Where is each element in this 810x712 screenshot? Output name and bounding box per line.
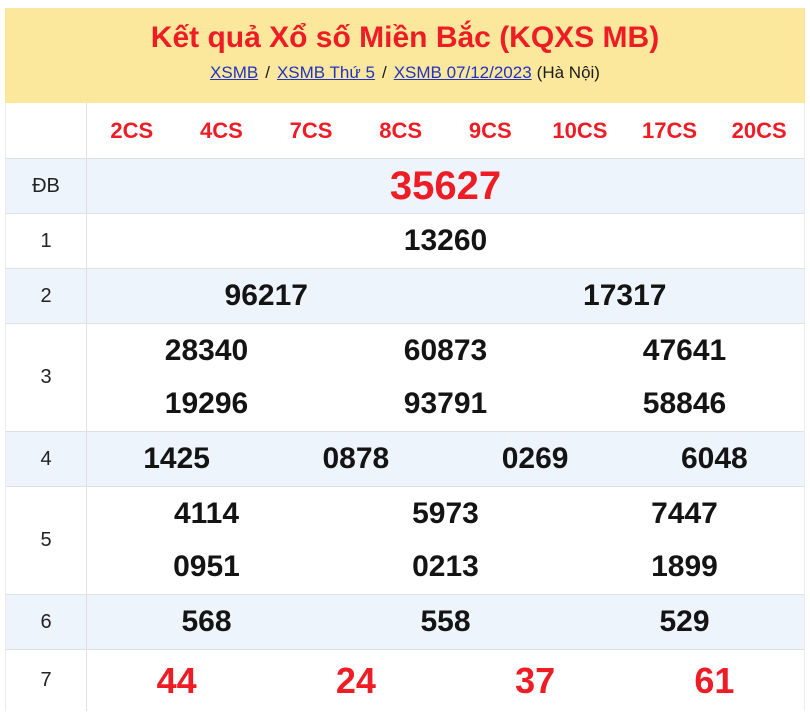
prize-value: 44 [156, 659, 197, 701]
column-headers: 2CS 4CS 7CS 8CS 9CS 10CS 17CS 20CS [87, 103, 804, 158]
prize-line: 1425 0878 0269 6048 [87, 432, 804, 486]
prize-row: ĐB 35627 [6, 159, 804, 214]
column-header[interactable]: 2CS [110, 117, 154, 143]
prize-row: 4 1425 0878 0269 6048 [6, 432, 804, 487]
prize-line: 4114 5973 7447 [87, 487, 804, 541]
prize-label: 5 [6, 487, 87, 594]
breadcrumb-link-xsmb-date[interactable]: XSMB 07/12/2023 [393, 63, 532, 82]
prize-label: 1 [6, 214, 87, 268]
prize-label: 6 [6, 595, 87, 649]
prize-value: 529 [659, 605, 710, 638]
prize-row: 1 13260 [6, 214, 804, 269]
prize-values: 4114 5973 7447 0951 0213 1899 [87, 487, 804, 594]
prize-value: 4114 [173, 496, 240, 530]
prize-value: 6048 [681, 442, 748, 475]
prize-values: 13260 [87, 214, 804, 268]
prize-label: 4 [6, 432, 87, 486]
prize-line: 0951 0213 1899 [87, 541, 804, 595]
breadcrumb-location: (Hà Nội) [536, 63, 600, 82]
column-header-row: 2CS 4CS 7CS 8CS 9CS 10CS 17CS 20CS [6, 103, 804, 159]
prize-value: 0269 [501, 442, 569, 475]
prize-values: 96217 17317 [87, 269, 804, 323]
page-title: Kết quả Xổ số Miền Bắc (KQXS MB) [150, 21, 660, 54]
column-header-spacer [6, 103, 87, 158]
prize-values: 28340 60873 47641 19296 93791 58846 [87, 324, 804, 431]
prize-value: 47641 [642, 333, 727, 367]
prize-value: 17317 [583, 279, 667, 312]
prize-row: 5 4114 5973 7447 0951 0213 1899 [6, 487, 804, 595]
prize-value: 35627 [389, 163, 502, 208]
column-header-line: 2CS 4CS 7CS 8CS 9CS 10CS 17CS 20CS [87, 103, 804, 158]
prize-line: 19296 93791 58846 [87, 378, 804, 432]
prize-value: 13260 [403, 224, 488, 257]
prize-value: 96217 [224, 279, 308, 312]
column-header[interactable]: 4CS [200, 117, 243, 143]
prize-row: 6 568 558 529 [6, 595, 804, 650]
prize-value: 5973 [412, 496, 479, 530]
prize-value: 7447 [651, 496, 718, 530]
prize-line: 35627 [87, 159, 804, 213]
prize-values: 1425 0878 0269 6048 [87, 432, 804, 486]
column-header[interactable]: 17CS [642, 117, 698, 143]
prize-value: 28340 [164, 333, 249, 367]
breadcrumb-separator: / [381, 63, 387, 82]
prize-label: ĐB [6, 159, 87, 213]
breadcrumb-link-xsmb-thu-5[interactable]: XSMB Thứ 5 [276, 63, 375, 82]
prize-line: 96217 17317 [87, 269, 804, 323]
prize-label: 7 [6, 650, 87, 711]
prize-value: 24 [335, 659, 376, 701]
prize-value: 93791 [403, 387, 488, 421]
prize-value: 1425 [143, 442, 210, 475]
prize-value: 37 [515, 659, 556, 701]
breadcrumb-separator: / [265, 63, 270, 82]
header: Kết quả Xổ số Miền Bắc (KQXS MB) XSMB / XS… [5, 8, 805, 103]
prize-value: 19296 [164, 387, 249, 421]
column-header[interactable]: 9CS [468, 117, 512, 143]
prize-value: 1899 [651, 550, 718, 584]
prize-value: 568 [181, 605, 232, 638]
prize-line: 44 24 37 61 [87, 650, 804, 711]
prize-label: 3 [6, 324, 87, 431]
column-header[interactable]: 7CS [289, 117, 333, 143]
prize-value: 0213 [412, 550, 479, 584]
breadcrumb: XSMB / XSMB Thứ 5 / XSMB 07/12/2023 (Hà Nội) [5, 63, 805, 83]
prize-label: 2 [6, 269, 87, 323]
prize-value: 58846 [642, 387, 727, 421]
prize-value: 0951 [173, 550, 240, 584]
prize-row: 2 96217 17317 [6, 269, 804, 324]
breadcrumb-link-xsmb[interactable]: XSMB [210, 63, 259, 82]
prize-value: 60873 [403, 333, 488, 367]
prize-row: 3 28340 60873 47641 19296 93791 58846 [6, 324, 804, 432]
prize-values: 568 558 529 [87, 595, 804, 649]
prize-line: 568 558 529 [87, 595, 804, 649]
results-table: 2CS 4CS 7CS 8CS 9CS 10CS 17CS 20CS ĐB 35627 1 13260… [5, 103, 805, 711]
column-header[interactable]: 20CS [731, 117, 787, 143]
prize-line: 13260 [87, 214, 804, 268]
prize-values: 35627 [87, 159, 804, 213]
column-header[interactable]: 8CS [379, 117, 423, 143]
prize-values: 44 24 37 61 [87, 650, 804, 711]
prize-value: 61 [694, 659, 735, 701]
prize-value: 558 [420, 605, 471, 638]
column-header[interactable]: 10CS [552, 117, 608, 143]
prize-line: 28340 60873 47641 [87, 324, 804, 378]
prize-row: 7 44 24 37 61 [6, 650, 804, 711]
prize-value: 0878 [322, 442, 390, 475]
